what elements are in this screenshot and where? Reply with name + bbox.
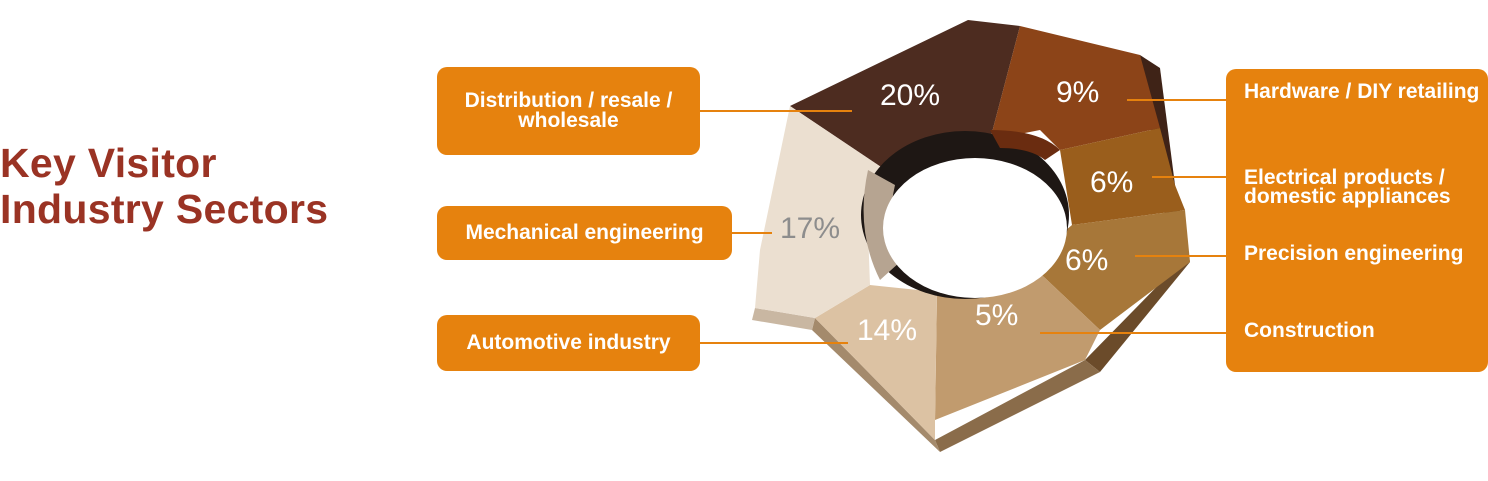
slice-electrical xyxy=(1060,128,1185,225)
value-label-mechanical: 17% xyxy=(780,212,840,245)
side-face-bottom-left xyxy=(812,318,940,452)
inner-wall-hardware xyxy=(990,130,1060,160)
callout-precision-label: Precision engineering xyxy=(1244,242,1464,265)
slice-construction xyxy=(935,262,1100,420)
callout-electrical-label: Electrical products / domestic appliance… xyxy=(1244,166,1451,208)
chart-title-line-1: Key Visitor xyxy=(0,140,217,186)
donut-hole xyxy=(883,158,1067,298)
callout-hardware-label: Hardware / DIY retailing xyxy=(1244,80,1480,103)
callout-distribution-label: Distribution / resale / wholesale xyxy=(464,89,673,132)
slice-hardware xyxy=(990,26,1160,150)
value-label-construction: 5% xyxy=(975,299,1018,332)
side-face-bottom xyxy=(935,360,1100,452)
callout-automotive: Automotive industry xyxy=(437,315,700,371)
callout-mechanical: Mechanical engineering xyxy=(437,206,732,260)
side-face-left xyxy=(752,308,815,330)
value-label-automotive: 14% xyxy=(857,314,917,347)
value-label-distribution: 20% xyxy=(880,79,940,112)
callout-mechanical-label: Mechanical engineering xyxy=(465,221,704,244)
callout-panel-right: Hardware / DIY retailing Electrical prod… xyxy=(1226,69,1488,372)
slice-precision xyxy=(1028,210,1190,330)
chart-title-line-2: Industry Sectors xyxy=(0,186,329,232)
value-label-precision: 6% xyxy=(1065,244,1108,277)
callout-distribution: Distribution / resale / wholesale xyxy=(437,67,700,155)
value-label-electrical: 6% xyxy=(1090,166,1133,199)
callout-automotive-label: Automotive industry xyxy=(466,331,671,354)
slice-automotive xyxy=(815,285,937,440)
callout-construction-label: Construction xyxy=(1244,319,1375,342)
chart-title: Key Visitor Industry Sectors xyxy=(0,140,328,232)
side-face-bottom-right xyxy=(1085,262,1190,372)
value-label-hardware: 9% xyxy=(1056,76,1099,109)
slice-mechanical xyxy=(755,106,893,318)
